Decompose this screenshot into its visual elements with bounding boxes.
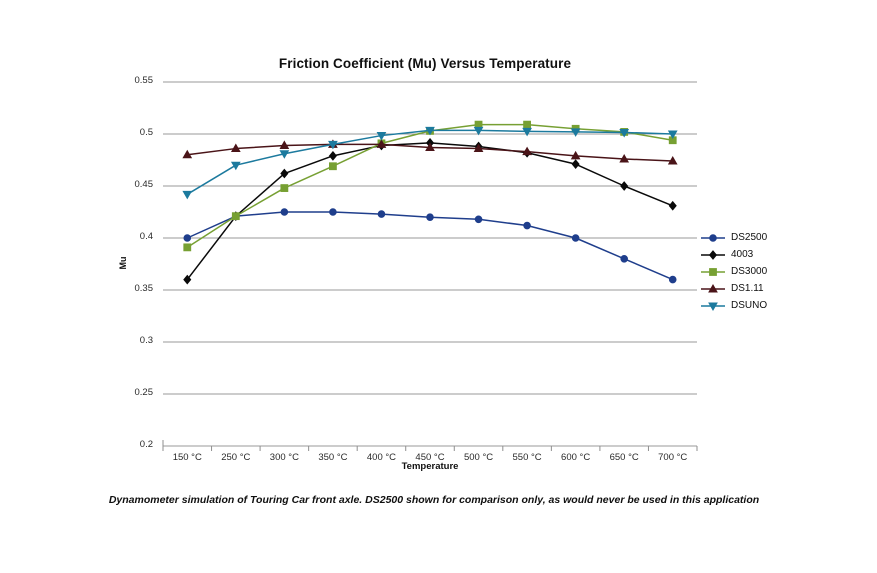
- legend-label: DS3000: [731, 266, 768, 277]
- data-point-marker: [619, 128, 630, 138]
- x-tick-label: 700 °C: [658, 452, 688, 463]
- series-line: [186, 211, 674, 281]
- data-point-marker: [667, 156, 678, 165]
- data-point-marker: [182, 190, 193, 200]
- y-tick-label: 0.4: [139, 231, 153, 242]
- data-point-marker: [571, 234, 580, 242]
- data-point-marker: [667, 130, 678, 140]
- x-tick-label: 350 °C: [318, 452, 348, 463]
- legend-item[interactable]: DS3000: [700, 263, 810, 280]
- x-tick-label: 450 °C: [415, 452, 445, 463]
- x-tick-label: 600 °C: [561, 452, 591, 463]
- data-point-marker: [708, 283, 718, 292]
- data-point-marker: [620, 254, 628, 263]
- series-ds2500: [183, 208, 677, 284]
- legend-marker-icon: [700, 231, 726, 245]
- data-point-marker: [328, 150, 337, 161]
- chart-legend: DS2500 4003 DS3000 DS1.11 DSUNO: [700, 229, 810, 314]
- data-point-marker: [620, 181, 629, 191]
- x-tick-label: 300 °C: [269, 452, 299, 463]
- data-point-marker: [425, 126, 435, 136]
- legend-marker-icon: [700, 265, 726, 279]
- legend-marker-icon: [700, 248, 726, 262]
- chart-title: Friction Coefficient (Mu) Versus Tempera…: [278, 56, 572, 71]
- chart-caption: Dynamometer simulation of Touring Car fr…: [108, 494, 760, 506]
- data-point-marker: [522, 146, 532, 156]
- data-point-marker: [280, 208, 289, 216]
- x-tick-label: 250 °C: [221, 452, 251, 463]
- data-point-marker: [279, 150, 290, 159]
- data-point-marker: [231, 212, 240, 221]
- data-point-marker: [280, 168, 289, 179]
- legend-item[interactable]: DS2500: [700, 229, 810, 246]
- legend-item[interactable]: DS1.11: [700, 280, 810, 297]
- x-tick-label: 550 °C: [512, 452, 542, 463]
- data-point-marker: [376, 139, 387, 148]
- data-point-marker: [230, 161, 241, 171]
- data-point-marker: [709, 267, 717, 276]
- x-tick-label: 650 °C: [609, 452, 639, 463]
- data-point-marker: [230, 143, 241, 153]
- legend-item[interactable]: 4003: [700, 246, 810, 263]
- x-tick-label: 400 °C: [366, 452, 397, 463]
- data-point-marker: [668, 200, 677, 211]
- legend-label: DS1.11: [731, 283, 764, 294]
- data-point-marker: [280, 184, 289, 192]
- data-point-marker: [279, 140, 290, 149]
- data-point-marker: [474, 215, 483, 224]
- legend-marker-icon: [700, 282, 726, 296]
- gridlines: [163, 81, 697, 447]
- data-point-marker: [709, 233, 717, 242]
- y-tick-label: 0.5: [139, 127, 153, 138]
- x-tick-label: 500 °C: [463, 452, 494, 463]
- legend-label: 4003: [731, 249, 754, 260]
- data-point-marker: [377, 210, 386, 218]
- legend-label: DSUNO: [731, 300, 768, 311]
- data-point-marker: [523, 120, 531, 129]
- series-dsuno: [182, 126, 678, 200]
- y-tick-label: 0.25: [134, 387, 154, 398]
- data-point-marker: [571, 159, 580, 170]
- data-point-marker: [425, 142, 435, 152]
- data-point-marker: [376, 132, 387, 141]
- data-point-marker: [523, 221, 531, 230]
- data-point-marker: [708, 302, 718, 311]
- data-point-marker: [426, 213, 434, 221]
- data-point-marker: [183, 243, 192, 252]
- data-point-marker: [668, 275, 677, 284]
- series-line: [186, 142, 674, 281]
- y-tick-label: 0.35: [134, 283, 154, 294]
- x-axis-label: Temperature: [401, 461, 459, 472]
- data-point-marker: [570, 150, 581, 160]
- data-point-marker: [329, 162, 337, 171]
- x-tick-label: 150 °C: [172, 452, 202, 463]
- data-point-marker: [182, 149, 193, 159]
- data-point-marker: [570, 128, 581, 137]
- data-point-marker: [619, 153, 630, 163]
- legend-label: DS2500: [731, 232, 768, 243]
- data-point-marker: [329, 208, 337, 216]
- data-point-marker: [473, 126, 484, 136]
- x-tick-marks: [162, 446, 698, 451]
- y-tick-label: 0.55: [134, 75, 154, 86]
- legend-marker-icon: [700, 299, 726, 313]
- y-tick-label: 0.45: [134, 179, 154, 190]
- data-point-marker: [708, 249, 718, 260]
- y-tick-label: 0.3: [139, 335, 153, 346]
- data-point-marker: [183, 234, 192, 242]
- y-tick-label: 0.2: [139, 439, 153, 450]
- data-point-marker: [183, 274, 192, 285]
- data-point-marker: [473, 143, 484, 153]
- legend-item[interactable]: DSUNO: [700, 297, 810, 314]
- data-point-marker: [522, 127, 532, 137]
- data-point-marker: [328, 140, 338, 150]
